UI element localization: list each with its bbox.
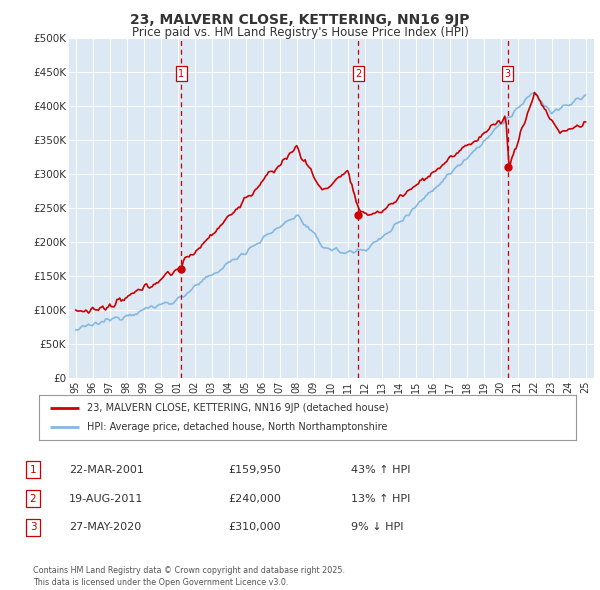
Text: 23, MALVERN CLOSE, KETTERING, NN16 9JP (detached house): 23, MALVERN CLOSE, KETTERING, NN16 9JP (… (88, 403, 389, 412)
Text: 3: 3 (505, 68, 511, 78)
Text: 2: 2 (29, 494, 37, 503)
Text: HPI: Average price, detached house, North Northamptonshire: HPI: Average price, detached house, Nort… (88, 422, 388, 432)
Text: Contains HM Land Registry data © Crown copyright and database right 2025.
This d: Contains HM Land Registry data © Crown c… (33, 566, 345, 587)
Text: 3: 3 (29, 523, 37, 532)
Text: £159,950: £159,950 (228, 465, 281, 474)
Text: 1: 1 (178, 68, 185, 78)
Text: 19-AUG-2011: 19-AUG-2011 (69, 494, 143, 503)
Text: 23, MALVERN CLOSE, KETTERING, NN16 9JP: 23, MALVERN CLOSE, KETTERING, NN16 9JP (130, 13, 470, 27)
Text: 2: 2 (355, 68, 361, 78)
Text: £310,000: £310,000 (228, 523, 281, 532)
Text: 13% ↑ HPI: 13% ↑ HPI (351, 494, 410, 503)
Text: 9% ↓ HPI: 9% ↓ HPI (351, 523, 404, 532)
Text: 43% ↑ HPI: 43% ↑ HPI (351, 465, 410, 474)
Text: 27-MAY-2020: 27-MAY-2020 (69, 523, 141, 532)
Text: £240,000: £240,000 (228, 494, 281, 503)
Text: 1: 1 (29, 465, 37, 474)
Text: Price paid vs. HM Land Registry's House Price Index (HPI): Price paid vs. HM Land Registry's House … (131, 26, 469, 39)
Text: 22-MAR-2001: 22-MAR-2001 (69, 465, 144, 474)
